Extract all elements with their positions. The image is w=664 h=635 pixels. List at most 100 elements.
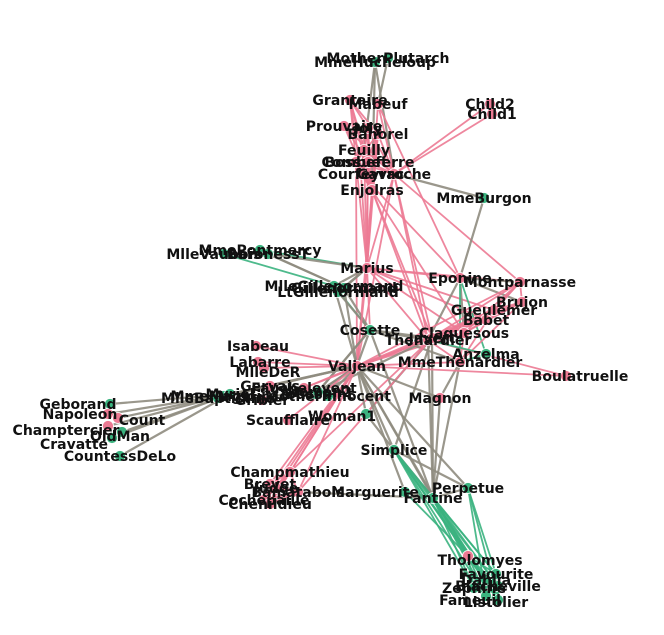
node-MotherPlutarch[interactable]	[382, 52, 394, 64]
node-label-Scaufflaire: Scaufflaire	[246, 413, 330, 429]
node-Gervais[interactable]	[264, 380, 276, 392]
node-Marius[interactable]	[361, 262, 373, 274]
node-Bamatabois[interactable]	[292, 486, 304, 498]
edge-Myriel-Cravatte	[110, 392, 232, 440]
node-Napoleon[interactable]	[102, 408, 114, 420]
edge-Bahorel-Enjolras	[371, 133, 379, 191]
node-label-Woman1: Woman1	[308, 409, 376, 425]
node-Count[interactable]	[112, 412, 124, 424]
node-Chenildieu[interactable]	[264, 498, 276, 510]
node-label-Marguerite: Marguerite	[331, 485, 419, 501]
edge-Cosette-Javert	[368, 328, 434, 340]
node-Mabeuf[interactable]	[372, 98, 384, 110]
edge-Eponine-Montparnasse	[458, 276, 522, 284]
node-Feuilly[interactable]	[358, 144, 370, 156]
node-Combeferre[interactable]	[362, 156, 374, 168]
node-Gribier[interactable]	[256, 394, 268, 406]
edge-MlleGillenormand-Valjean	[332, 284, 359, 368]
node-Scaufflaire[interactable]	[282, 414, 294, 426]
node-label-Child2: Child2	[465, 97, 515, 113]
node-Woman1[interactable]	[360, 408, 372, 420]
edge-Woman1-Simplice	[364, 412, 396, 452]
node-Javert[interactable]	[426, 332, 438, 344]
node-Brujon[interactable]	[516, 296, 528, 308]
node-MmeThenardier[interactable]	[454, 356, 466, 368]
edge-Labarre-Valjean	[257, 361, 358, 367]
node-Bossuet[interactable]	[350, 156, 362, 168]
node-BaronessT[interactable]	[262, 248, 274, 260]
node-Joly[interactable]	[362, 122, 374, 134]
node-Montparnasse[interactable]	[514, 276, 526, 288]
node-Champtercier[interactable]	[102, 420, 114, 432]
node-OldMan[interactable]	[116, 426, 128, 438]
node-MotherInnocent[interactable]	[322, 390, 334, 402]
node-layer	[102, 52, 572, 606]
node-Courfeyrac[interactable]	[355, 168, 367, 180]
node-Marguerite[interactable]	[399, 486, 411, 498]
edge-MlleDeR-Valjean	[263, 365, 358, 369]
node-label-MotherPlutarch: MotherPlutarch	[327, 51, 450, 67]
node-Boulatruelle[interactable]	[560, 370, 572, 382]
node-Fauchelevent[interactable]	[298, 382, 310, 394]
node-MlleDeR[interactable]	[258, 362, 270, 374]
edge-MmeThenardier-Valjean	[356, 361, 461, 367]
node-Zephine[interactable]	[468, 582, 480, 594]
node-Anzelma[interactable]	[480, 348, 492, 360]
node-CountessDeLo[interactable]	[114, 450, 126, 462]
edge-Gavroche-Javert	[393, 173, 433, 339]
node-Favourite[interactable]	[490, 568, 502, 580]
node-label-Child1: Child1	[467, 107, 517, 123]
node-Listolier[interactable]	[492, 594, 504, 606]
node-Gillenormand[interactable]	[338, 282, 350, 294]
node-label-Bamatabois: Bamatabois	[251, 485, 344, 501]
node-MlleVaubois[interactable]	[218, 248, 230, 260]
node-Tholomyes[interactable]	[462, 550, 474, 562]
node-Prouvaire[interactable]	[338, 120, 350, 132]
node-Isabeau[interactable]	[250, 340, 262, 352]
node-Dahlia[interactable]	[480, 574, 492, 586]
node-label-Babet: Babet	[463, 313, 510, 329]
node-Babet[interactable]	[480, 314, 492, 326]
node-Enjolras[interactable]	[366, 184, 378, 196]
node-Woman2[interactable]	[312, 386, 324, 398]
edge-Simplice-Zephine	[393, 449, 475, 589]
node-Magnon[interactable]	[434, 392, 446, 404]
node-Valjean[interactable]	[351, 360, 363, 372]
node-Champmathieu[interactable]	[284, 466, 296, 478]
edge-Marius-Claquesous	[366, 267, 465, 334]
node-Judge[interactable]	[270, 482, 282, 494]
node-Eponine[interactable]	[454, 272, 466, 284]
node-Fameuil[interactable]	[480, 590, 492, 602]
node-label-Gillenormand: Gillenormand	[291, 281, 397, 297]
node-Gavroche[interactable]	[388, 168, 400, 180]
node-MmeHucheloup[interactable]	[369, 56, 381, 68]
node-Claquesous[interactable]	[458, 327, 470, 339]
node-Bahorel[interactable]	[372, 128, 384, 140]
node-label-Prouvaire: Prouvaire	[306, 119, 383, 135]
node-Cosette[interactable]	[364, 324, 376, 336]
node-MmeBurgon[interactable]	[478, 192, 490, 204]
node-Blacheville[interactable]	[492, 580, 504, 592]
node-label-MlleGillenormand: MlleGillenormand	[265, 279, 404, 295]
node-label-MlleBaptistine: MlleBaptistine	[161, 391, 275, 407]
node-Cravatte[interactable]	[106, 432, 118, 444]
node-label-Joly: Joly	[353, 121, 383, 137]
node-label-MlleDeR: MlleDeR	[236, 365, 301, 381]
node-Fantine[interactable]	[427, 492, 439, 504]
edge-LtGillenormand-Cosette	[336, 290, 372, 332]
node-label-Thenardier: Thenardier	[385, 333, 472, 349]
node-Child1[interactable]	[486, 108, 498, 120]
node-label-CountessDeLo: CountessDeLo	[64, 449, 177, 465]
node-Gueulemer[interactable]	[488, 304, 500, 316]
node-Perpetue[interactable]	[462, 482, 474, 494]
node-Simplice[interactable]	[388, 444, 400, 456]
node-label-OldMan: OldMan	[90, 429, 150, 445]
node-Myriel[interactable]	[224, 388, 236, 400]
node-Grantaire[interactable]	[344, 94, 356, 106]
node-label-Magnon: Magnon	[409, 391, 472, 407]
node-label-BaronessT: BaronessT	[227, 247, 310, 263]
edge-Valjean-Magnon	[355, 364, 442, 400]
edge-BaronessT-Marius	[266, 252, 369, 270]
edge-Javert-Fantine	[430, 336, 435, 500]
